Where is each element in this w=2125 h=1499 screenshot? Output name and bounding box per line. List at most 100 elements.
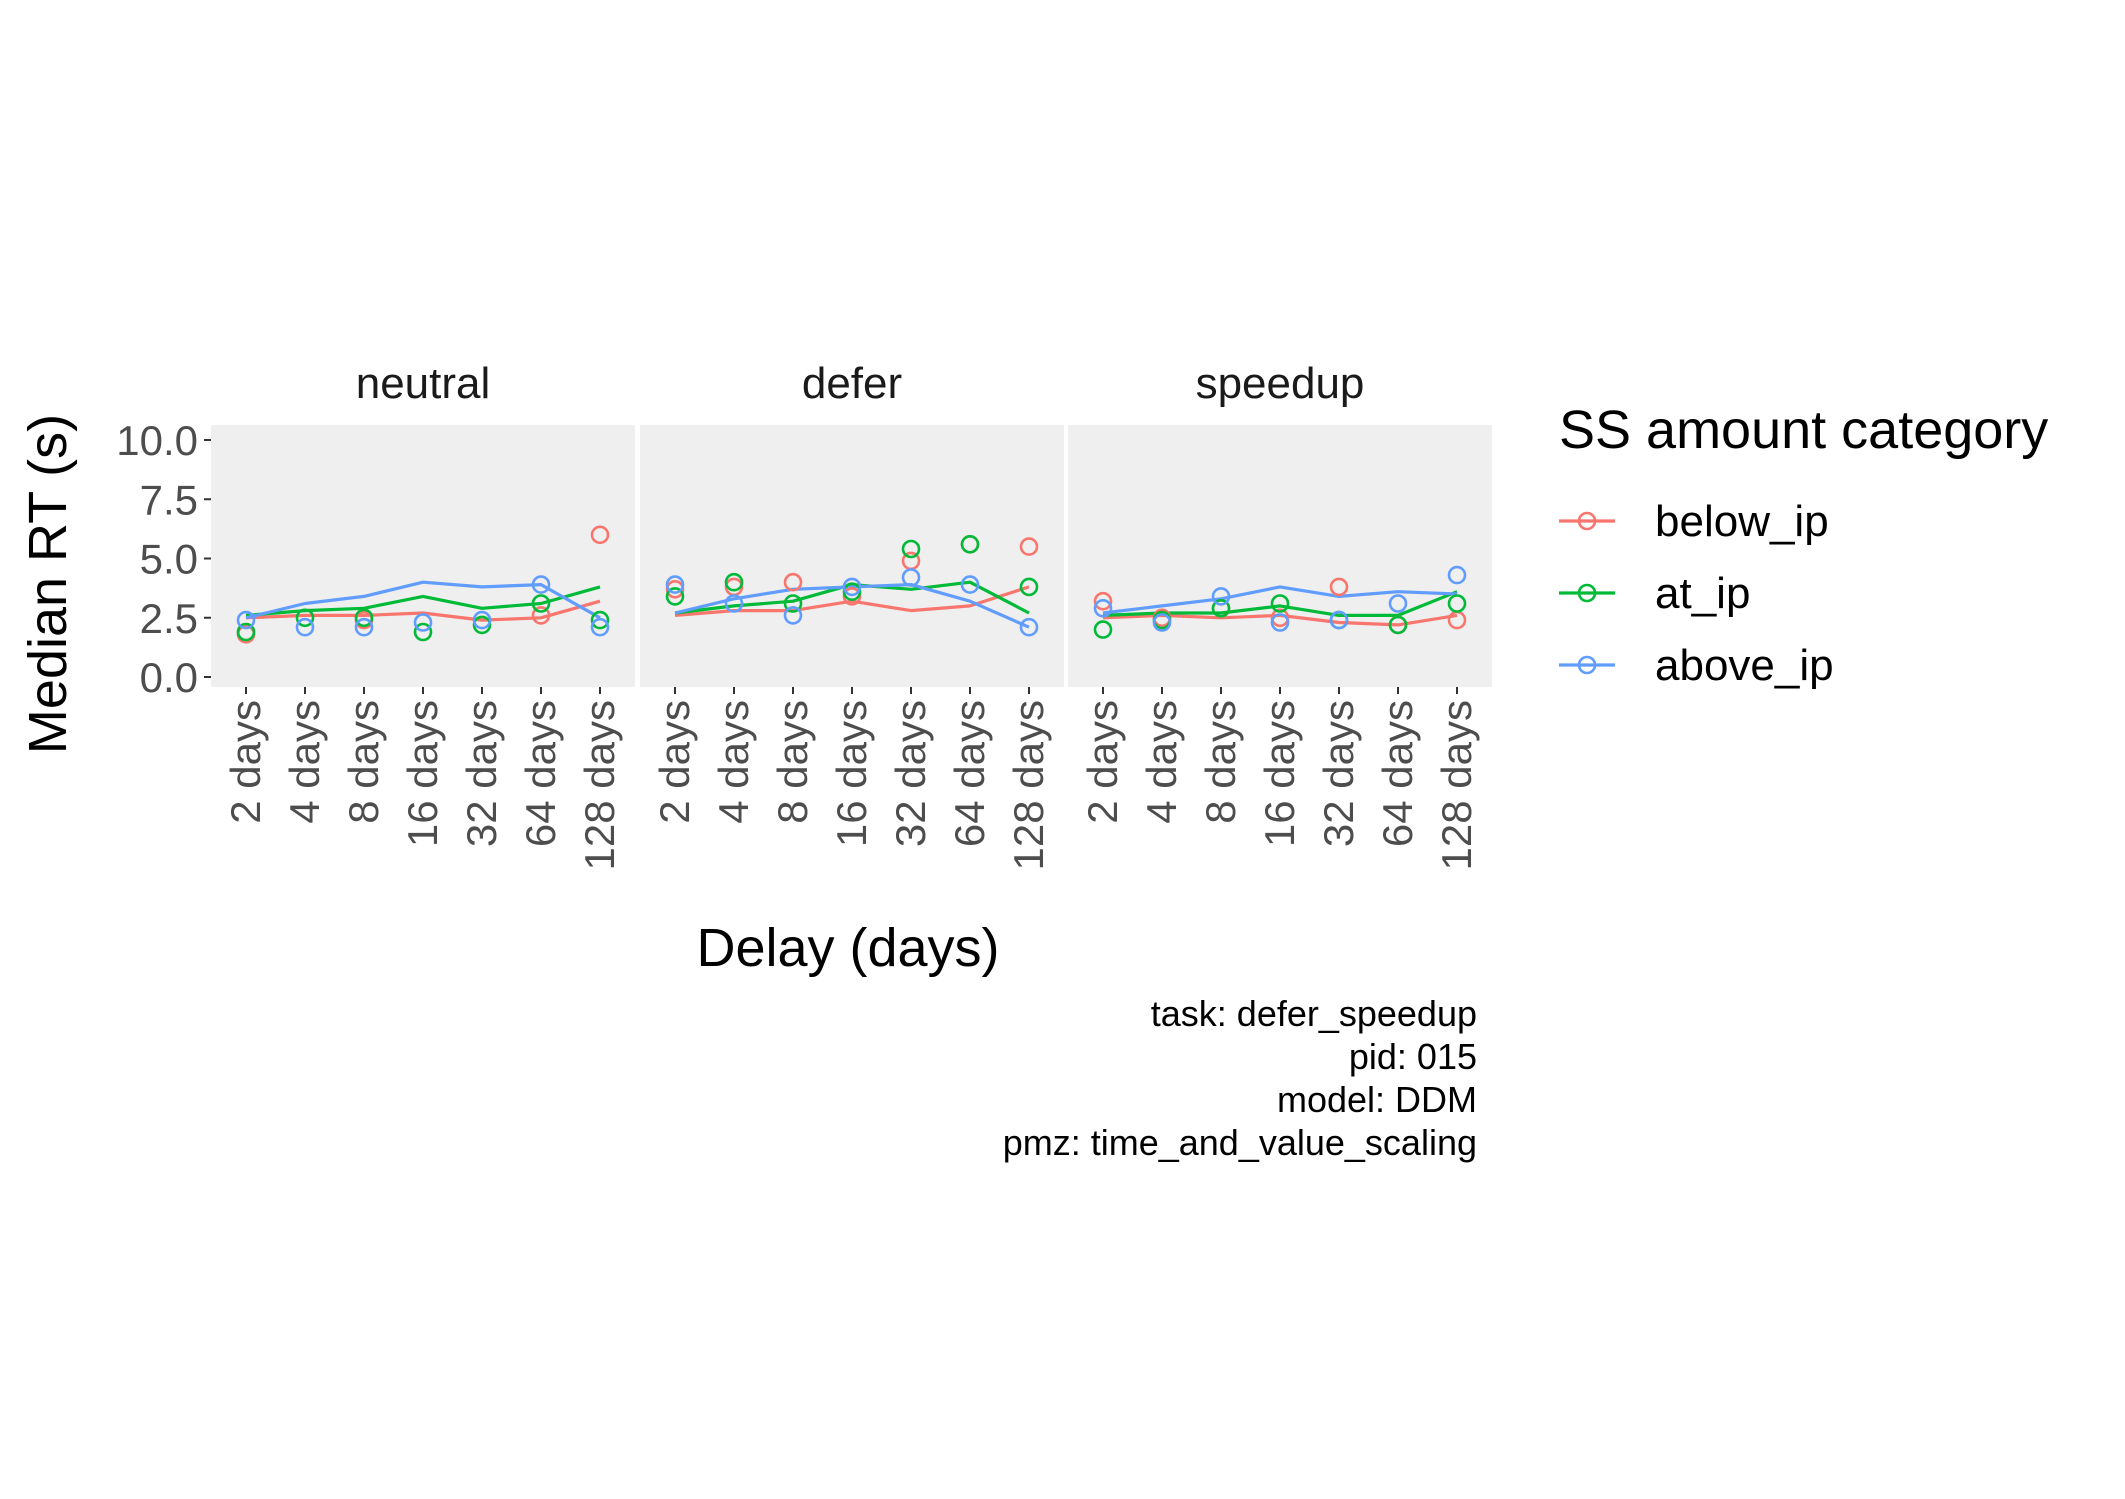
data-point-above_ip (236, 610, 256, 630)
panel-speedup: speedup (1068, 359, 1492, 687)
x-tick-label: 2 days (222, 700, 269, 824)
data-point-at_ip (1019, 577, 1039, 597)
caption-line: model: DDM (1277, 1079, 1477, 1120)
series-line-above_ip (674, 582, 1030, 629)
data-point-above_ip (665, 575, 685, 594)
y-axis: 0.0 2.5 5.0 7.5 10.0 (116, 417, 211, 701)
data-point-at_ip (1211, 598, 1231, 618)
x-tick-label: 32 days (1315, 700, 1362, 847)
x-tick-label: 4 days (710, 700, 757, 824)
data-point-below_ip (1093, 591, 1113, 611)
data-point-above_ip (783, 606, 803, 625)
x-tick-label: 32 days (887, 700, 934, 847)
data-point-above_ip (1388, 594, 1408, 613)
data-point-above_ip (1152, 613, 1172, 632)
data-point-at_ip (724, 572, 744, 592)
caption-line: pmz: time_and_value_scaling (1003, 1122, 1477, 1163)
facet-title: neutral (356, 359, 491, 408)
data-point-above_ip (842, 577, 862, 597)
x-axis-label: Delay (days) (696, 918, 999, 978)
panel-neutral: neutral (211, 359, 635, 687)
x-tick-label: 64 days (946, 700, 993, 847)
data-point-above_ip (960, 575, 980, 594)
data-point-above_ip (531, 575, 551, 594)
data-point-above_ip (724, 594, 744, 613)
x-tick-label: 16 days (828, 700, 875, 847)
facet-title: defer (802, 359, 902, 408)
caption-line: pid: 015 (1349, 1036, 1477, 1077)
x-tick-label: 16 days (1256, 700, 1303, 847)
data-point-at_ip (1093, 620, 1113, 639)
data-point-above_ip (1447, 565, 1467, 585)
x-tick-label: 8 days (340, 700, 387, 824)
y-tick-label: 0.0 (140, 654, 198, 701)
data-point-above_ip (1329, 610, 1349, 630)
data-point-below_ip (590, 525, 610, 545)
x-tick-label: 64 days (1374, 700, 1421, 847)
x-axes: 2 days 4 days 8 days 16 days 32 days 64 days 1… (222, 687, 1480, 870)
data-point-above_ip (1211, 587, 1231, 606)
legend-label: at_ip (1655, 569, 1750, 618)
y-axis-label: Median RT (s) (18, 414, 78, 754)
facet-title: speedup (1196, 359, 1365, 408)
panel-background (640, 425, 1064, 687)
x-tick-label: 4 days (1138, 700, 1185, 824)
data-point-at_ip (354, 608, 374, 628)
x-tick-label: 4 days (281, 700, 328, 824)
data-point-at_ip (960, 534, 980, 554)
data-point-at_ip (1270, 594, 1290, 613)
facet-panels: neutral defer speedup (211, 359, 1492, 687)
x-tick-label: 128 days (576, 700, 623, 870)
series-line-below_ip (245, 599, 601, 622)
data-point-at_ip (901, 539, 921, 559)
legend-label: above_ip (1655, 641, 1834, 690)
caption-line: task: defer_speedup (1151, 993, 1477, 1034)
data-point-below_ip (1019, 537, 1039, 556)
data-point-at_ip (236, 622, 256, 642)
panel-background (211, 425, 635, 687)
data-point-at_ip (1447, 594, 1467, 613)
legend-item-below_ip: below_ip (1559, 497, 1829, 546)
legend-label: below_ip (1655, 497, 1829, 546)
data-point-at_ip (295, 608, 315, 628)
data-point-above_ip (1019, 617, 1039, 637)
series-line-above_ip (1102, 585, 1458, 615)
data-point-at_ip (472, 615, 492, 635)
x-tick-label: 8 days (1197, 700, 1244, 824)
legend-key-point (1577, 583, 1597, 603)
y-tick-label: 10.0 (116, 417, 198, 464)
data-point-at_ip (842, 582, 862, 602)
legend-item-above_ip: above_ip (1559, 641, 1834, 690)
panel-background (1068, 425, 1492, 687)
y-tick-label: 5.0 (140, 536, 198, 583)
data-point-at_ip (1388, 615, 1408, 635)
data-point-above_ip (413, 613, 433, 632)
data-point-above_ip (1093, 598, 1113, 618)
data-point-at_ip (590, 610, 610, 630)
data-point-at_ip (665, 587, 685, 606)
x-tick-label: 32 days (458, 700, 505, 847)
data-point-below_ip (531, 606, 551, 625)
data-point-at_ip (783, 594, 803, 613)
data-point-below_ip (783, 572, 803, 592)
x-tick-label: 2 days (651, 700, 698, 824)
legend-key-point (1577, 655, 1597, 675)
legend: SS amount category below_ip at_ip above_ip (1559, 400, 2048, 690)
y-tick-label: 7.5 (140, 476, 198, 523)
data-point-below_ip (1329, 577, 1349, 597)
x-tick-label: 16 days (399, 700, 446, 847)
x-tick-label: 128 days (1005, 700, 1052, 870)
series-line-above_ip (245, 580, 601, 620)
legend-key-point (1577, 511, 1597, 531)
data-point-at_ip (531, 594, 551, 613)
y-tick-label: 2.5 (140, 595, 198, 642)
data-point-above_ip (472, 610, 492, 630)
data-point-above_ip (1270, 613, 1290, 632)
data-point-above_ip (901, 568, 921, 587)
x-tick-label: 64 days (517, 700, 564, 847)
x-tick-label: 2 days (1079, 700, 1126, 824)
panel-defer: defer (640, 359, 1064, 687)
